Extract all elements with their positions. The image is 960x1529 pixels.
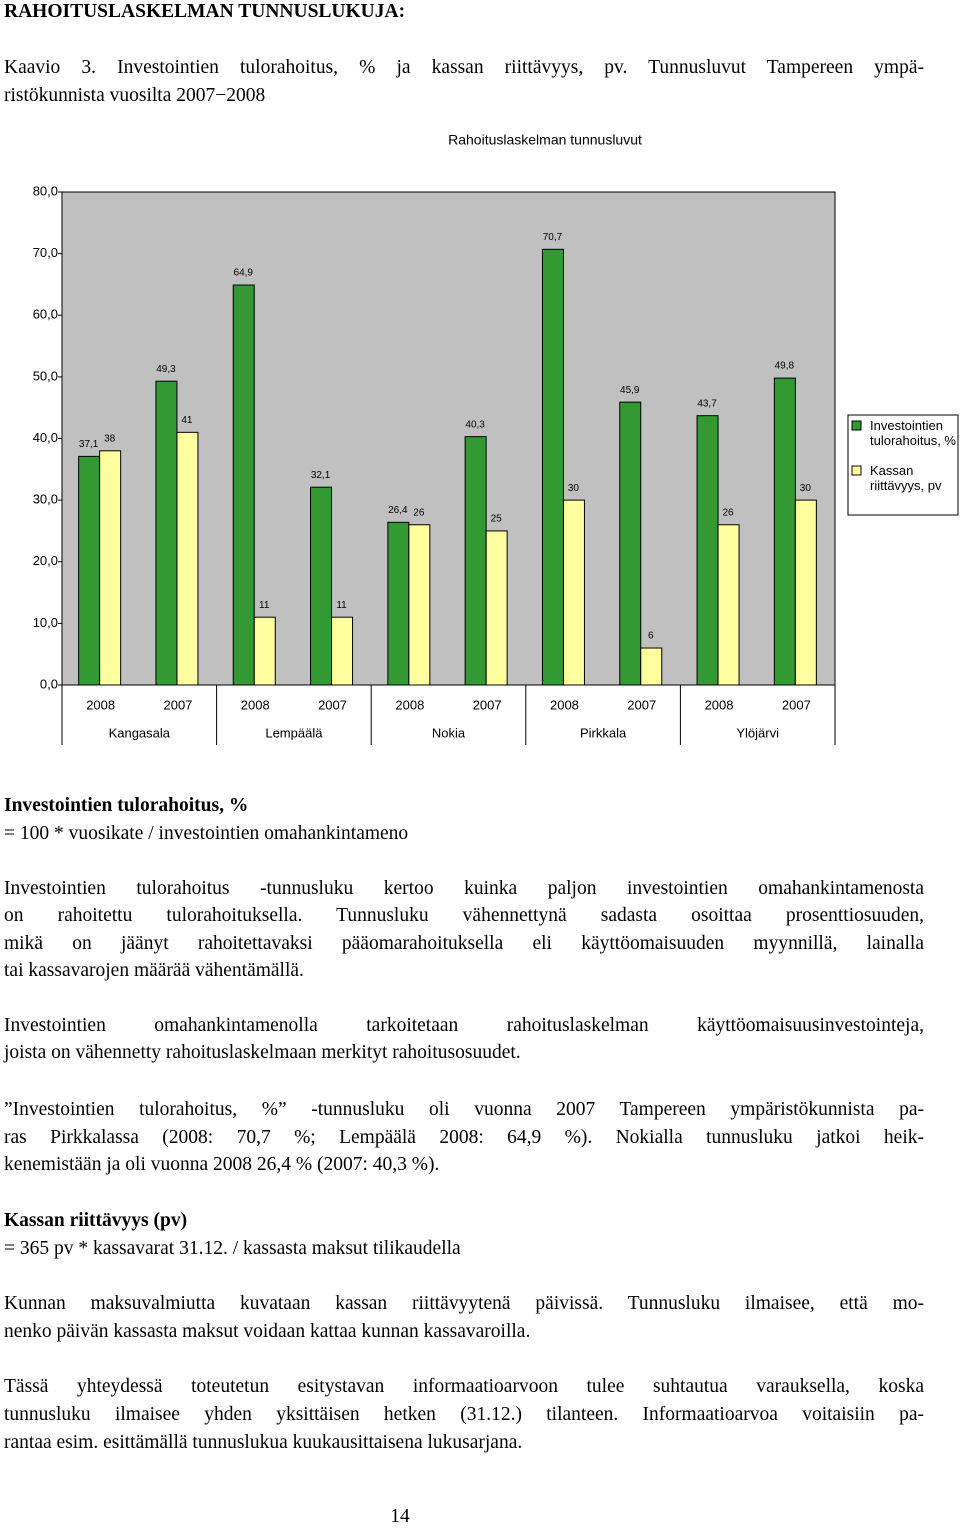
x-tick-label: 2008: [241, 697, 270, 712]
y-tick-label: 40,0: [33, 430, 58, 445]
text-line: ras Pirkkalassa (2008: 70,7 %; Lempäälä …: [4, 1127, 924, 1148]
bar: [562, 499, 585, 686]
bar: [78, 455, 101, 686]
bar: [331, 616, 354, 686]
value-label: 37,1: [79, 439, 99, 450]
legend-swatch: [851, 465, 862, 476]
bar: [619, 401, 642, 686]
y-tick-label: 30,0: [33, 492, 58, 507]
group-label: Lempäälä: [265, 725, 323, 740]
text-line: Kunnan maksuvalmiutta kuvataan kassan ri…: [4, 1293, 924, 1314]
y-tick-label: 50,0: [33, 368, 58, 383]
bar: [464, 436, 487, 686]
caption-line: ristökunnista vuosilta 2007−2008: [4, 85, 266, 106]
bar: [408, 524, 431, 686]
value-label: 64,9: [234, 268, 254, 279]
bar: [155, 380, 178, 686]
value-label: 40,3: [465, 419, 485, 430]
legend-label: Kassan riittävyys, pv: [870, 463, 942, 493]
text-line: tunnusluku ilmaisee yhden yksittäisen he…: [4, 1404, 924, 1425]
x-tick-label: 2008: [550, 697, 579, 712]
group-label: Pirkkala: [580, 725, 627, 740]
text-line: Tässä yhteydessä toteutetun esitystavan …: [4, 1376, 924, 1397]
text-line: rantaa esim. esittämällä tunnuslukua kuu…: [4, 1432, 523, 1453]
chart: Rahoituslaskelman tunnusluvut 0,0 10,0 20,0…: [33, 132, 959, 745]
bar: [773, 377, 796, 686]
bar: [232, 284, 255, 686]
legend-swatch: [851, 420, 862, 431]
text-line: ”Investointien tulorahoitus, %” -tunnusl…: [4, 1099, 924, 1120]
value-label: 32,1: [311, 470, 331, 481]
section-heading: Investointien tulorahoitus, %: [4, 795, 249, 816]
bar: [541, 248, 564, 686]
value-label: 30: [800, 483, 812, 494]
value-label: 45,9: [620, 385, 640, 396]
group-label: Nokia: [432, 725, 466, 740]
value-label: 6: [648, 631, 654, 642]
x-tick-label: 2007: [473, 697, 502, 712]
legend-label: Investointien tulorahoitus, %: [870, 418, 956, 448]
bar: [717, 524, 740, 686]
x-tick-label: 2008: [395, 697, 424, 712]
bar: [387, 521, 410, 686]
bar: [485, 530, 508, 686]
value-label: 43,7: [697, 398, 717, 409]
x-tick-label: 2007: [318, 697, 347, 712]
bar: [99, 450, 122, 686]
bar: [696, 415, 719, 686]
bar: [794, 499, 817, 686]
value-label: 30: [568, 483, 580, 494]
text-line: kenemistään ja oli vuonna 2008 26,4 % (2…: [4, 1154, 440, 1175]
y-tick-label: 20,0: [33, 553, 58, 568]
value-label: 11: [259, 600, 270, 611]
value-label: 49,3: [156, 364, 176, 375]
value-label: 38: [104, 433, 116, 444]
text-line: = 100 * vuosikate / investointien omahan…: [4, 823, 409, 844]
x-tick-label: 2007: [782, 697, 811, 712]
x-tick-label: 2007: [163, 697, 192, 712]
text-line: mikä on jäänyt rahoitettavaksi pääomarah…: [4, 933, 924, 954]
group-label: Kangasala: [109, 725, 171, 740]
text-line: = 365 pv * kassavarat 31.12. / kassasta …: [4, 1238, 461, 1259]
x-tick-label: 2008: [86, 697, 115, 712]
y-tick-label: 80,0: [33, 183, 58, 198]
bar: [253, 616, 276, 686]
value-label: 41: [181, 415, 193, 426]
text-line: joista on vähennetty rahoituslaskelmaan …: [4, 1042, 521, 1063]
bar: [310, 486, 333, 686]
bar: [176, 431, 199, 686]
group-label: Ylöjärvi: [736, 725, 779, 740]
value-label: 25: [491, 514, 503, 525]
y-tick-label: 60,0: [33, 307, 58, 322]
x-tick-label: 2007: [627, 697, 656, 712]
y-tick-label: 10,0: [33, 615, 58, 630]
value-label: 26: [722, 507, 734, 518]
section-heading: Kassan riittävyys (pv): [4, 1210, 188, 1231]
text-line: Investointien omahankintamenolla tarkoit…: [4, 1015, 924, 1036]
bar: [640, 647, 663, 686]
text-line: nenko päivän kassasta maksut voidaan kat…: [4, 1321, 531, 1342]
value-label: 26,4: [388, 505, 408, 516]
value-label: 26: [413, 507, 425, 518]
value-label: 70,7: [543, 232, 563, 243]
value-label: 49,8: [775, 361, 795, 372]
caption-line: Kaavio 3. Investointien tulorahoitus, % …: [4, 57, 924, 78]
value-label: 11: [336, 600, 347, 611]
text-line: on rahoitettu tulorahoituksella. Tunnusl…: [4, 905, 924, 926]
x-tick-label: 2008: [705, 697, 734, 712]
legend-box: [847, 414, 959, 516]
heading: RAHOITUSLASKELMAN TUNNUSLUKUJA:: [4, 1, 406, 22]
y-tick-label: 70,0: [33, 245, 58, 260]
text-line: Investointien tulorahoitus -tunnusluku k…: [4, 878, 924, 899]
chart-title: Rahoituslaskelman tunnusluvut: [448, 132, 642, 148]
text-line: tai kassavarojen määrää vähentämällä.: [4, 960, 304, 981]
y-tick-label: 0,0: [40, 676, 58, 691]
page-number: 14: [390, 1506, 410, 1527]
